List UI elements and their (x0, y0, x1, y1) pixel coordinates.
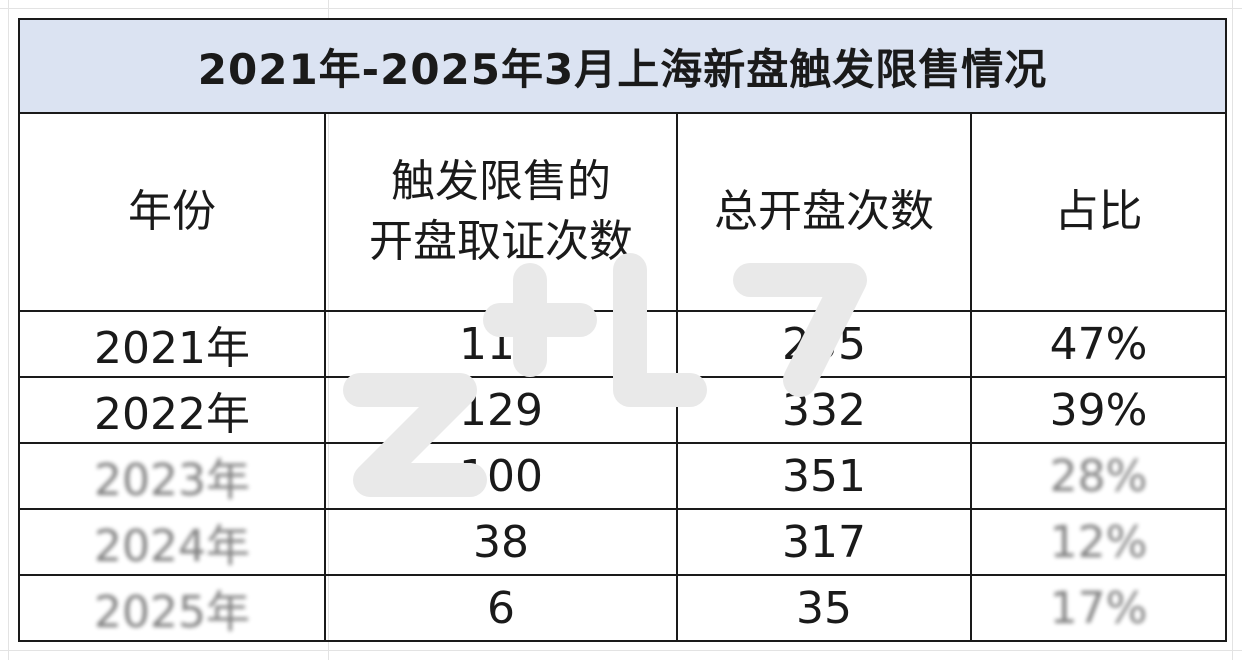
obscured-year: 2025年 (94, 587, 250, 638)
table-title: 2021年-2025年3月上海新盘触发限售情况 (17, 18, 1228, 114)
cell-year: 2021年 (18, 310, 326, 378)
cell-triggered: 119 (324, 310, 678, 378)
cell-triggered: 129 (324, 376, 678, 444)
cell-total: 255 (676, 310, 972, 378)
obscured-year: 2024年 (94, 521, 250, 572)
gridline (0, 650, 1242, 651)
gridline (0, 8, 1242, 9)
gridline (1232, 0, 1233, 660)
cell-year: 2024年 (18, 508, 326, 576)
cell-triggered: 38 (324, 508, 678, 576)
cell-ratio: 12% (969, 508, 1228, 576)
table-row: 2023年 100 351 28% (18, 442, 1228, 510)
header-triggered-line1: 触发限售的 (391, 156, 611, 207)
table-row: 2025年 6 35 17% (18, 574, 1228, 642)
header-total: 总开盘次数 (676, 112, 972, 312)
cell-total: 35 (676, 574, 972, 642)
cell-ratio: 39% (969, 376, 1228, 444)
title-row: 2021年-2025年3月上海新盘触发限售情况 (17, 18, 1228, 114)
obscured-ratio: 28% (1049, 450, 1148, 502)
cell-total: 317 (676, 508, 972, 576)
cell-triggered: 6 (324, 574, 678, 642)
cell-year: 2023年 (18, 442, 326, 510)
cell-year: 2022年 (18, 376, 326, 444)
obscured-year: 2023年 (94, 455, 250, 506)
gridline (8, 0, 9, 660)
table-row: 2024年 38 317 12% (18, 508, 1228, 576)
table-row: 2021年 119 255 47% (18, 310, 1228, 378)
cell-year: 2025年 (18, 574, 326, 642)
cell-ratio: 47% (969, 310, 1228, 378)
header-year: 年份 (18, 112, 326, 312)
header-row: 年份 触发限售的 开盘取证次数 总开盘次数 占比 (18, 112, 1228, 312)
obscured-ratio: 12% (1049, 516, 1148, 568)
cell-ratio: 17% (969, 574, 1228, 642)
cell-total: 332 (676, 376, 972, 444)
header-ratio: 占比 (969, 112, 1228, 312)
obscured-ratio: 17% (1049, 582, 1148, 634)
cell-ratio: 28% (969, 442, 1228, 510)
restricted-sales-table: 2021年-2025年3月上海新盘触发限售情况 年份 触发限售的 开盘取证次数 … (17, 18, 1228, 642)
table-row: 2022年 129 332 39% (18, 376, 1228, 444)
cell-total: 351 (676, 442, 972, 510)
header-triggered: 触发限售的 开盘取证次数 (324, 112, 678, 312)
cell-triggered: 100 (324, 442, 678, 510)
header-triggered-line2: 开盘取证次数 (369, 216, 633, 267)
